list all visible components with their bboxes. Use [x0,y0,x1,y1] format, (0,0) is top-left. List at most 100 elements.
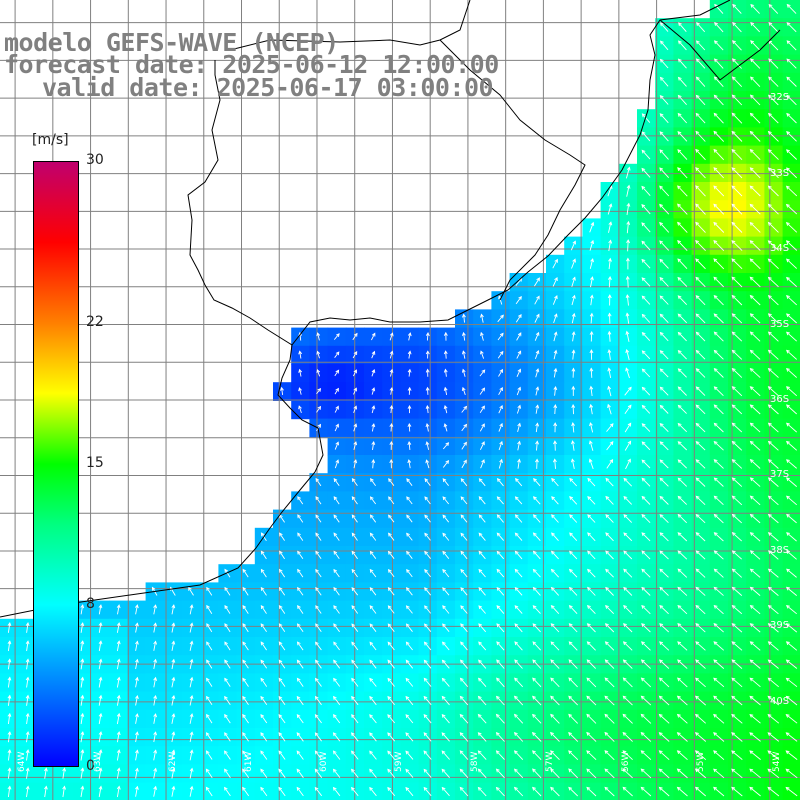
wind-cell [455,782,474,800]
wind-arrow-head [171,731,176,736]
wind-arrow [750,495,761,506]
wind-arrow [424,623,432,632]
wind-arrow [351,569,358,578]
wind-arrow-head [625,312,630,317]
wind-arrow-head [224,641,228,646]
wind-cell [782,145,800,165]
wind-arrow-head [641,641,645,646]
wind-arrow-head [695,568,700,573]
wind-arrow-head [460,587,465,591]
wind-arrow-head [605,550,610,555]
wind-arrow-head [7,785,12,790]
wind-arrow-head [25,694,30,699]
wind-arrow-head [442,641,446,646]
wind-arrow [586,695,597,706]
wind-arrow [604,732,615,742]
wind-arrow [750,313,761,324]
wind-arrow [316,388,321,395]
wind-arrow-head [98,676,103,681]
wind-arrow [441,787,450,797]
wind-arrow-head [767,768,772,773]
wind-arrow [478,496,486,505]
wind-arrow-head [369,750,373,755]
wind-arrow-head [731,276,736,281]
wind-arrow [441,769,450,778]
wind-arrow-head [532,550,537,555]
wind-arrow-head [641,586,646,591]
wind-arrow [405,750,414,760]
wind-arrow [732,40,742,51]
wind-arrow [498,369,503,377]
wind-arrow-head [767,495,772,500]
wind-arrow [298,405,302,414]
wind-arrow-head [731,331,736,336]
wind-arrow [553,350,557,360]
wind-arrow-head [535,350,540,355]
wind-arrow-head [731,641,736,646]
wind-arrow [478,750,487,760]
wind-arrow-head [785,677,790,682]
wind-arrow [768,76,779,87]
wind-arrow [371,405,375,414]
wind-arrow [750,40,761,51]
wind-arrow [460,569,468,578]
wind-arrow [659,459,669,469]
wind-arrow-head [786,22,791,26]
wind-arrow-head [387,568,392,573]
wind-arrow-head [589,403,594,408]
wind-arrow [659,677,670,688]
wind-arrow-head [532,568,537,573]
wind-arrow [388,587,395,596]
wind-arrow [424,660,432,669]
wind-arrow-head [767,404,772,409]
wind-arrow-head [786,386,790,390]
wind-arrow-head [713,459,718,464]
wind-arrow-head [622,659,627,664]
wind-arrow-head [423,750,428,755]
wind-arrow-head [278,695,283,700]
wind-arrow-head [731,185,736,190]
wind-arrow-head [532,750,536,755]
wind-arrow [442,514,450,523]
wind-arrow [641,623,651,633]
wind-arrow-head [496,677,500,682]
wind-arrow-head [116,658,121,663]
wind-arrow [496,696,505,706]
wind-arrow-head [460,496,465,501]
wind-arrow-head [333,714,337,718]
wind-arrow-head [296,695,301,700]
wind-arrow [517,441,521,451]
wind-arrow-head [767,477,772,482]
wind-arrow [695,477,706,487]
wind-arrow-head [463,423,468,428]
wind-arrow [480,351,485,359]
wind-arrow-head [260,768,264,773]
wind-arrow [677,568,688,578]
wind-arrow [660,405,669,414]
wind-arrow-head [568,695,573,700]
wind-arrow [786,477,797,487]
wind-arrow [370,496,377,505]
wind-arrow-head [298,331,303,336]
wind-arrow [188,587,194,596]
wind-arrow-head [460,532,465,537]
wind-arrow-head [659,58,664,63]
wind-arrow-head [589,422,593,427]
wind-arrow [316,406,321,413]
wind-arrow [299,351,302,359]
wind-arrow [279,532,285,541]
wind-arrow-head [517,350,522,355]
wind-arrow [206,714,213,724]
wind-arrow-head [554,295,558,300]
wind-arrow-head [532,659,537,664]
wind-arrow-head [767,605,772,609]
wind-arrow [604,677,615,688]
wind-arrow [731,276,743,288]
wind-arrow-head [80,767,85,772]
wind-arrow [224,696,231,706]
wind-arrow-head [44,785,48,790]
wind-arrow [297,641,304,651]
wind-arrow [713,750,725,761]
wind-arrow-head [786,94,791,99]
wind-arrow [750,404,761,415]
